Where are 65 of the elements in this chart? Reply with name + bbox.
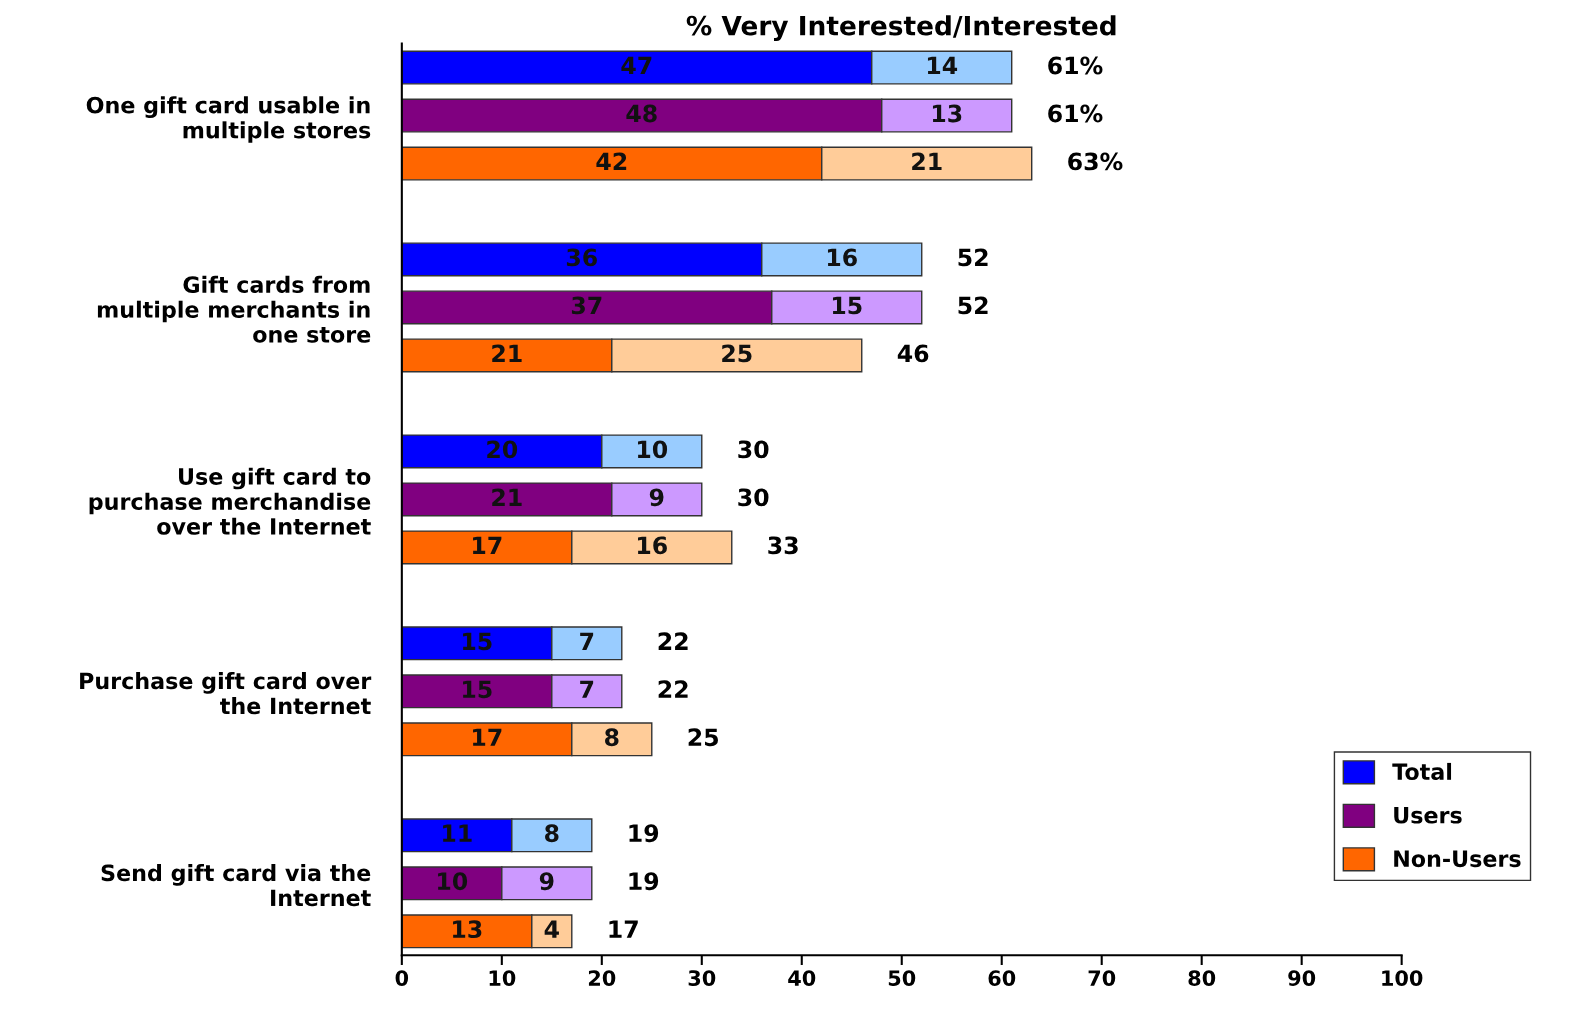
- data-label: 15: [463, 632, 492, 651]
- legend-label: Non-Users: [1394, 850, 1521, 868]
- data-label: 47: [621, 56, 652, 75]
- data-label: 8: [545, 824, 559, 843]
- total-label: 52: [958, 248, 988, 267]
- data-label: 37: [571, 296, 602, 315]
- x-tick-label: 90: [1288, 970, 1316, 986]
- total-label: 25: [688, 728, 718, 747]
- x-tick-label: 50: [888, 970, 916, 986]
- x-tick-label: 20: [588, 970, 616, 986]
- data-label: 42: [596, 152, 627, 171]
- total-label: 22: [658, 680, 688, 698]
- total-label: 52: [958, 296, 988, 315]
- data-label: 16: [638, 536, 667, 555]
- x-tick-label: 70: [1088, 970, 1116, 986]
- total-label: 30: [738, 440, 769, 459]
- data-label: 21: [492, 488, 522, 506]
- y-tick-label: One gift card usable in multiple stores: [86, 96, 371, 143]
- total-label: 19: [629, 824, 659, 843]
- x-tick-label: 40: [788, 970, 816, 986]
- data-label: 25: [722, 344, 752, 363]
- data-label: 17: [473, 728, 502, 746]
- data-label: 13: [453, 920, 482, 939]
- data-label: 48: [626, 104, 657, 123]
- x-tick-label: 80: [1188, 970, 1216, 986]
- total-label: 33: [768, 536, 798, 555]
- data-label: 7: [580, 680, 594, 698]
- data-label: 15: [463, 680, 492, 699]
- total-label: 30: [738, 488, 769, 507]
- data-label: 36: [566, 248, 597, 267]
- data-label: 15: [832, 296, 862, 315]
- data-label: 20: [487, 440, 518, 459]
- x-tick-label: 10: [489, 970, 516, 986]
- data-label: 9: [539, 872, 554, 891]
- data-label: 7: [580, 632, 594, 650]
- x-tick-label: 30: [688, 970, 716, 986]
- x-tick-label: 60: [988, 970, 1016, 986]
- y-tick-label: Purchase gift card over the Internet: [80, 672, 372, 715]
- total-label: 19: [629, 872, 659, 891]
- x-tick-label: 100: [1382, 970, 1423, 986]
- data-label: 21: [492, 344, 522, 362]
- total-label: 61%: [1048, 104, 1103, 123]
- data-label: 11: [443, 824, 472, 842]
- data-label: 8: [605, 728, 619, 747]
- data-label: 21: [912, 152, 942, 171]
- y-tick-label: Send gift card via the Internet: [101, 864, 371, 907]
- data-label: 17: [473, 536, 502, 554]
- legend-label: Total: [1392, 762, 1452, 781]
- data-label: 10: [638, 440, 668, 459]
- y-tick-label: Use gift card to purchase merchandise over the Internet: [89, 467, 371, 535]
- chart-title: % Very Interested/Interested: [686, 15, 1116, 41]
- data-label: 13: [932, 104, 962, 123]
- y-tick-label: Gift cards from multiple merchants in one store: [97, 275, 371, 343]
- data-label: 16: [827, 248, 857, 267]
- data-label: 4: [544, 920, 559, 938]
- total-label: 63%: [1068, 152, 1123, 171]
- data-label: 14: [927, 56, 958, 75]
- data-label: 9: [649, 488, 664, 507]
- total-label: 46: [897, 344, 929, 363]
- legend-label: Users: [1394, 807, 1462, 824]
- x-tick-label: 0: [395, 970, 409, 986]
- data-label: 10: [438, 872, 468, 891]
- total-label: 17: [609, 920, 638, 938]
- total-label: 61%: [1048, 56, 1103, 75]
- total-label: 22: [658, 632, 688, 650]
